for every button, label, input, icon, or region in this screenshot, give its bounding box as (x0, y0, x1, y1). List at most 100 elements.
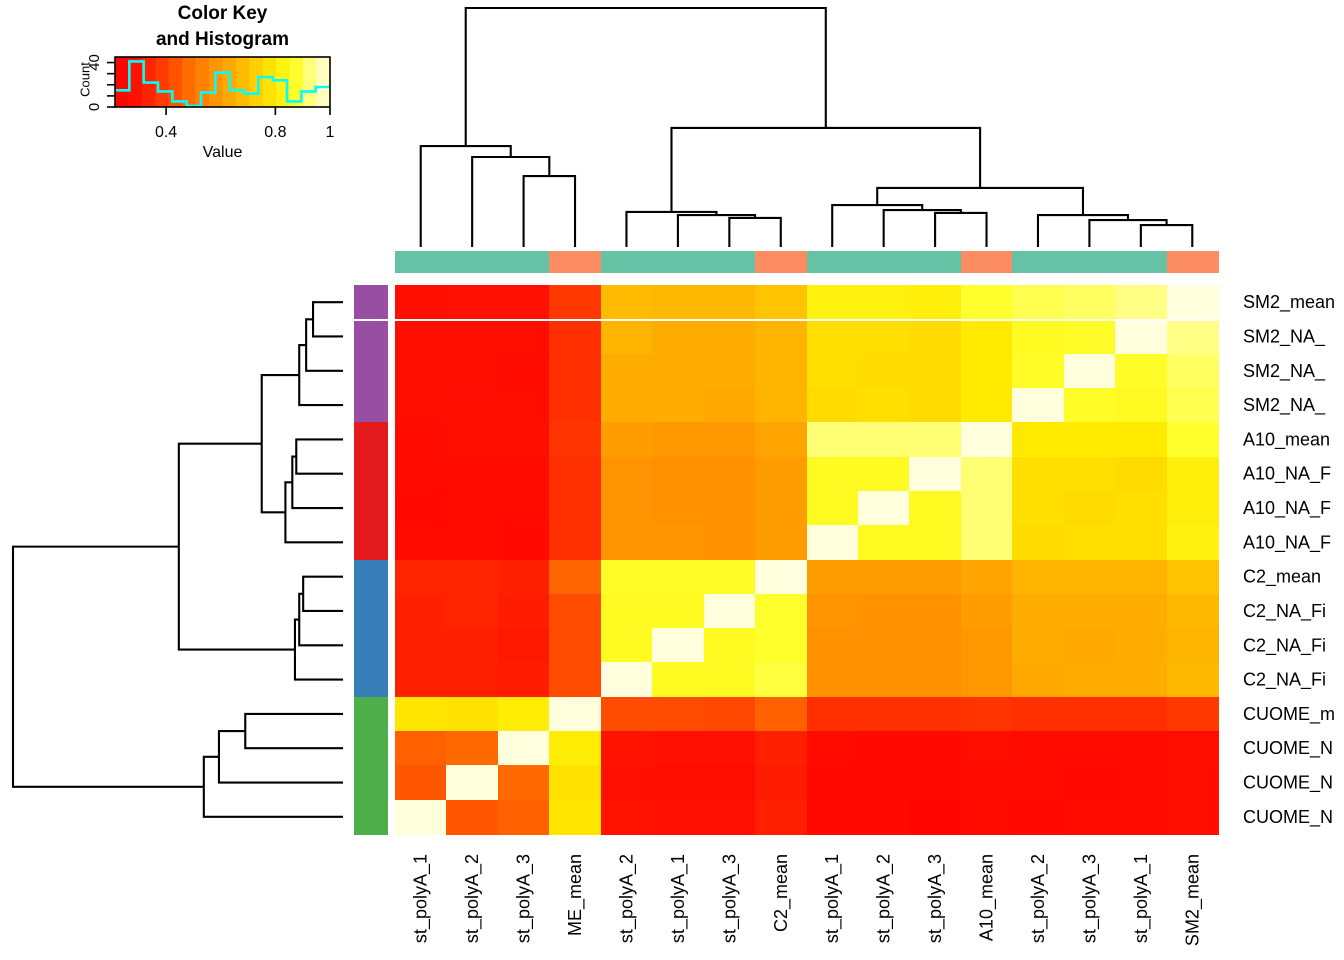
heatmap-cell (1115, 422, 1168, 458)
heatmap-cell (1012, 353, 1065, 389)
heatmap-cell (600, 765, 653, 801)
heatmap-cell (755, 490, 808, 526)
heatmap-cell (652, 765, 705, 801)
heatmap-cell (600, 353, 653, 389)
heatmap-cell (909, 765, 962, 801)
heatmap-cell (755, 387, 808, 423)
heatmap-cell (1166, 422, 1219, 458)
heatmap-cell (549, 628, 602, 664)
heatmap-cell (909, 490, 962, 526)
heatmap-cell (703, 731, 756, 767)
column-label: st_polyA_1 (1131, 854, 1152, 943)
heatmap-cell (755, 456, 808, 492)
heatmap-cell (549, 799, 602, 835)
heatmap-cell (703, 490, 756, 526)
heatmap-cell (1063, 490, 1116, 526)
heatmap-cell (1115, 731, 1168, 767)
row-group-color (354, 525, 388, 561)
heatmap-cell (909, 387, 962, 423)
heatmap-cell (806, 490, 859, 526)
row-label: A10_NA_F (1243, 498, 1331, 519)
heatmap-cell (497, 490, 550, 526)
heatmap-cell (1115, 525, 1168, 561)
heatmap-cell (549, 765, 602, 801)
heatmap-cell (446, 559, 499, 595)
heatmap-cell (446, 731, 499, 767)
heatmap-cell (1063, 593, 1116, 629)
row-label: CUOME_N (1243, 807, 1333, 828)
heatmap-cell (1012, 490, 1065, 526)
heatmap-cell (1115, 490, 1168, 526)
column-label: ME_mean (565, 854, 586, 936)
heatmap-cell (857, 456, 911, 492)
heatmap-cell (960, 593, 1013, 629)
heatmap-cell (755, 731, 808, 767)
heatmap-cell (755, 696, 808, 732)
column-group-color (549, 251, 602, 273)
heatmap-cell (497, 731, 550, 767)
heatmap-cell (395, 731, 448, 767)
heatmap-cell (703, 353, 756, 389)
heatmap-cell (395, 456, 448, 492)
heatmap-cell (1115, 593, 1168, 629)
heatmap-cell (1166, 525, 1219, 561)
heatmap-cell (1012, 559, 1065, 595)
heatmap-cell (806, 353, 859, 389)
heatmap-cell (600, 628, 653, 664)
heatmap-cell (1063, 353, 1116, 389)
heatmap-cell (857, 490, 911, 526)
heatmap-cell (395, 285, 448, 320)
heatmap-cell (497, 696, 550, 732)
color-key-histogram (115, 60, 330, 108)
heatmap-cell (857, 559, 911, 595)
heatmap-cell (652, 731, 705, 767)
heatmap-cell (857, 799, 911, 835)
heatmap-cell (1166, 353, 1219, 389)
heatmap-cell (909, 593, 962, 629)
heatmap-cell (1063, 285, 1116, 320)
heatmap-cell (703, 593, 756, 629)
heatmap-cell (1166, 628, 1219, 664)
color-key-title-line1: Color Key (177, 3, 268, 24)
heatmap-cell (446, 285, 499, 320)
heatmap-cell (1012, 696, 1065, 732)
heatmap-cell (1166, 765, 1219, 801)
heatmap-cell (446, 593, 499, 629)
column-group-color (703, 251, 756, 273)
heatmap-cell (703, 662, 756, 698)
heatmap-cell (857, 422, 911, 458)
heatmap-cell (497, 628, 550, 664)
heatmap-cell (703, 696, 756, 732)
heatmap-cell (1063, 696, 1116, 732)
heatmap-cell (497, 456, 550, 492)
row-group-color (354, 765, 388, 801)
heatmap-cell (549, 285, 602, 320)
heatmap-cell (652, 387, 705, 423)
heatmap-cell (1063, 319, 1116, 355)
heatmap-cell (1012, 387, 1065, 423)
heatmap-cell (446, 525, 499, 561)
heatmap-cell (755, 628, 808, 664)
heatmap-cell (1063, 559, 1116, 595)
heatmap-cell (549, 662, 602, 698)
heatmap-cell (652, 696, 705, 732)
row-label: A10_NA_F (1243, 532, 1331, 553)
heatmap-cell (1012, 662, 1065, 698)
heatmap-cell (806, 456, 859, 492)
heatmap-cell (497, 559, 550, 595)
heatmap-cell (857, 319, 911, 355)
heatmap-cell (446, 456, 499, 492)
heatmap-cell (703, 628, 756, 664)
heatmap-cell (857, 696, 911, 732)
heatmap-cell (960, 662, 1013, 698)
row-label: SM2_mean (1243, 292, 1335, 313)
heatmap-cell (703, 387, 756, 423)
heatmap-cell (652, 559, 705, 595)
heatmap-cell (1063, 799, 1116, 835)
heatmap-cell (652, 319, 705, 355)
column-group-color (960, 251, 1013, 273)
heatmap-cell (446, 628, 499, 664)
heatmap-cell (395, 353, 448, 389)
row-dendrogram (11, 301, 344, 818)
heatmap-cell (806, 422, 859, 458)
